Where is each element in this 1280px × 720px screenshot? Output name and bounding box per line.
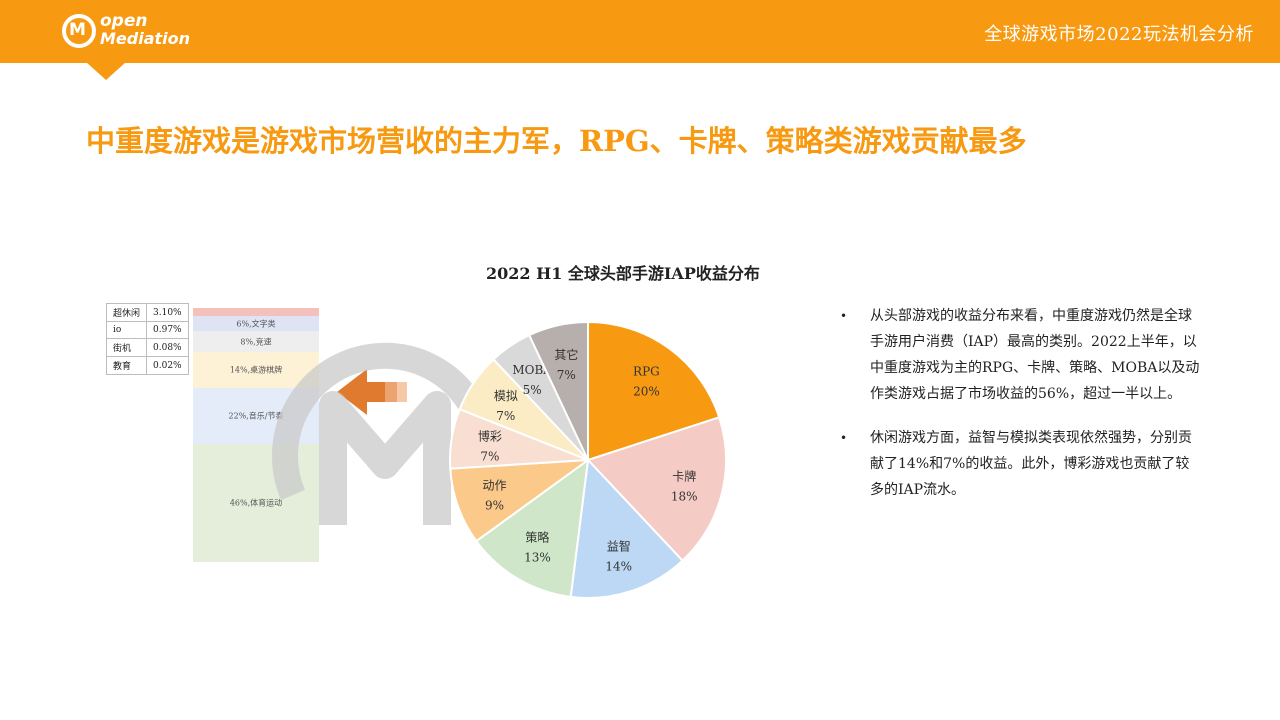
stack-segment: 8%,竞速 <box>193 331 319 352</box>
table-cell-name: 教育 <box>105 356 148 375</box>
pie-slice-value-label: 18% <box>671 490 698 504</box>
header-bar: M open Mediation 全球游戏市场2022玩法机会分析 <box>0 0 1280 63</box>
pie-slice-value-label: 13% <box>524 551 551 565</box>
pie-slice-label: 益智 <box>607 538 631 553</box>
bullet-text: 从头部游戏的收益分布来看，中重度游戏仍然是全球手游用户消费（IAP）最高的类别。… <box>870 308 1200 402</box>
logo-mark-icon: M <box>62 14 96 48</box>
table-row: io 0.97% <box>105 321 189 339</box>
analysis-bullets: • 从头部游戏的收益分布来看，中重度游戏仍然是全球手游用户消费（IAP）最高的类… <box>840 303 1200 521</box>
pie-slice <box>586 416 727 563</box>
table-row: 街机 0.08% <box>105 338 189 357</box>
pie-slice-label: RPG <box>633 365 660 379</box>
table-cell-value: 0.02% <box>146 356 189 375</box>
pie-slice-label: 卡牌 <box>672 470 696 484</box>
pie-slice-label: 动作 <box>483 479 507 493</box>
pie-slice <box>569 457 684 599</box>
pie-slice-value-label: 9% <box>485 499 504 513</box>
stack-segment: 14%,桌游棋牌 <box>193 351 319 388</box>
header-notch <box>86 62 126 80</box>
slide-headline: 中重度游戏是游戏市场营收的主力军，RPG、卡牌、策略类游戏贡献最多 <box>86 124 1027 158</box>
stack-segment <box>193 308 319 316</box>
pie-slice-value-label: 7% <box>496 409 515 423</box>
pie-slice <box>527 320 589 461</box>
logo-text-open: open <box>100 11 148 31</box>
bullet-text: 休闲游戏方面，益智与模拟类表现依然强势，分别贡献了14%和7%的收益。此外，博彩… <box>870 430 1192 498</box>
pie-slice-value-label: 5% <box>523 383 542 397</box>
logo-text-mediation: Mediation <box>100 29 191 48</box>
pie-slice-value-label: 20% <box>633 385 660 399</box>
pie-slice-value-label: 7% <box>480 449 499 463</box>
stack-segment: 6%,文字类 <box>193 315 319 332</box>
pie-slice-label: MOBA <box>512 363 552 377</box>
pie-slice-label: 策略 <box>525 530 549 545</box>
stack-segment-label: 14%,桌游棋牌 <box>229 365 283 375</box>
pie-slice <box>587 320 721 462</box>
pie-slice-value-label: 14% <box>605 559 632 573</box>
left-arrow-icon <box>337 369 407 415</box>
stacked-breakdown-bar: 6%,文字类 8%,竞速 14%,桌游棋牌 22%,音乐/节奏 46%,体育运动 <box>193 308 319 562</box>
pie-slice-label: 博彩 <box>478 428 502 443</box>
pie-slice-label: 模拟 <box>494 389 518 403</box>
bullet-item: • 休闲游戏方面，益智与模拟类表现依然强势，分别贡献了14%和7%的收益。此外，… <box>840 425 1200 503</box>
pie-slice <box>474 457 590 599</box>
stack-segment-label: 6%,文字类 <box>236 319 276 329</box>
pie-slice-label: 其它 <box>554 347 578 362</box>
bullet-dot-icon: • <box>840 431 848 445</box>
pie-slice-value-label: 7% <box>557 368 576 382</box>
openmediation-logo: M open Mediation <box>62 12 192 56</box>
header-title: 全球游戏市场2022玩法机会分析 <box>984 24 1254 45</box>
bullet-dot-icon: • <box>840 309 848 323</box>
bullet-item: • 从头部游戏的收益分布来看，中重度游戏仍然是全球手游用户消费（IAP）最高的类… <box>840 303 1200 407</box>
stack-segment-label: 22%,音乐/节奏 <box>228 411 284 421</box>
chart-title: 2022 H1 全球头部手游IAP收益分布 <box>486 264 760 283</box>
stack-segment-label: 46%,体育运动 <box>229 498 283 508</box>
table-row: 教育 0.02% <box>105 356 189 375</box>
minor-genre-table: 超休闲 3.10% io 0.97% 街机 0.08% 教育 0.02% <box>105 303 189 375</box>
stack-segment-label: 8%,竞速 <box>240 337 272 347</box>
